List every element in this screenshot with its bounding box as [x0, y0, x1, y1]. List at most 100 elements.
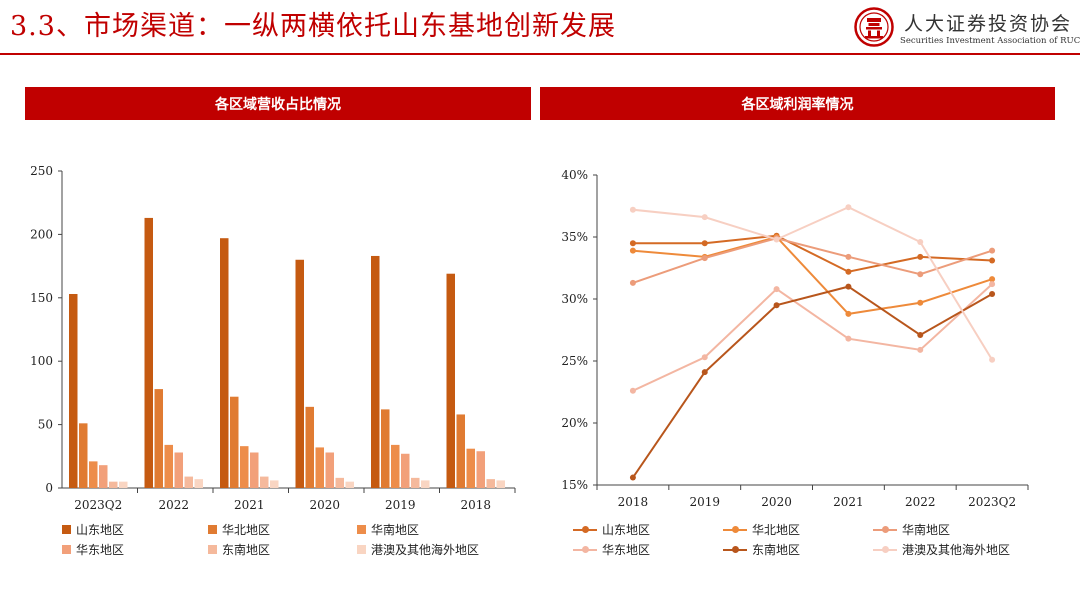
line-y-tick-label: 25%: [561, 354, 588, 368]
line-point-5-5: [989, 356, 996, 363]
legend-line-swatch: [573, 545, 597, 553]
legend-swatch: [357, 525, 366, 534]
bar-2021-2: [240, 446, 249, 488]
legend-line-swatch: [723, 525, 747, 533]
legend-label: 华东地区: [602, 543, 651, 557]
bar-2021-4: [260, 476, 269, 488]
bar-x-tick-label: 2023Q2: [74, 498, 122, 512]
line-series-4: [632, 285, 993, 479]
bar-y-tick-label: 200: [30, 227, 53, 241]
revenue-share-chart-title: 各区域营收占比情况: [25, 87, 531, 120]
bar-x-tick-label: 2022: [158, 498, 189, 512]
line-point-0-0: [629, 240, 636, 247]
association-logo-icon: [854, 7, 894, 47]
bar-legend-item: 山东地区: [62, 521, 124, 538]
bar-2019-5: [421, 480, 430, 488]
line-y-tick-label: 30%: [561, 292, 588, 306]
line-series-1: [632, 235, 993, 315]
line-point-0-1: [701, 240, 708, 247]
bar-legend-item: 东南地区: [208, 541, 270, 558]
line-x-tick-label: 2022: [905, 495, 936, 509]
line-point-1-5: [989, 276, 996, 283]
bar-2022-3: [174, 452, 183, 488]
bar-x-tick-label: 2021: [234, 498, 265, 512]
bar-legend-item: 华南地区: [357, 521, 419, 538]
bar-2019-1: [381, 409, 390, 488]
line-series-2: [632, 237, 993, 284]
bar-2018-1: [456, 414, 465, 488]
bar-2022-4: [184, 476, 193, 488]
legend-label: 华南地区: [902, 523, 951, 537]
line-point-0-4: [917, 253, 924, 260]
legend-swatch: [357, 545, 366, 554]
line-point-5-2: [773, 236, 780, 243]
bar-y-tick-label: 0: [45, 481, 53, 495]
line-series-0: [632, 234, 993, 273]
line-point-1-4: [917, 299, 924, 306]
line-point-3-2: [773, 286, 780, 293]
line-point-5-4: [917, 238, 924, 245]
line-point-3-3: [845, 335, 852, 342]
bar-2021-5: [270, 480, 279, 488]
legend-swatch: [208, 525, 217, 534]
bar-y-tick-label: 100: [30, 354, 53, 368]
legend-label: 东南地区: [752, 543, 801, 557]
bar-2022-0: [144, 217, 153, 488]
bar-2020-2: [315, 447, 324, 488]
bar-2020-4: [335, 477, 344, 488]
line-x-tick-label: 2018: [618, 495, 649, 509]
bar-2019-3: [401, 453, 410, 488]
legend-line-swatch: [573, 525, 597, 533]
line-point-3-5: [989, 281, 996, 288]
line-series-3: [632, 283, 993, 392]
line-point-4-2: [773, 302, 780, 309]
line-point-2-5: [989, 247, 996, 254]
line-point-3-1: [701, 354, 708, 361]
title-divider: [0, 53, 1080, 55]
line-point-2-3: [845, 253, 852, 260]
line-point-5-3: [845, 204, 852, 211]
bar-2018-0: [446, 273, 455, 488]
legend-label: 华南地区: [371, 523, 420, 537]
legend-label: 山东地区: [602, 523, 651, 537]
bar-x-tick-label: 2020: [309, 498, 340, 512]
line-y-tick-label: 40%: [561, 168, 588, 182]
line-point-4-0: [629, 474, 636, 481]
bar-2023Q2-1: [79, 423, 88, 488]
bar-2022-2: [164, 444, 173, 488]
legend-line-swatch: [873, 525, 897, 533]
line-point-1-3: [845, 310, 852, 317]
legend-label: 华东地区: [76, 543, 125, 557]
bar-2021-0: [220, 238, 229, 488]
line-point-2-4: [917, 271, 924, 278]
profit-margin-chart-title: 各区域利润率情况: [540, 87, 1055, 120]
bar-2021-3: [250, 452, 259, 488]
bar-2018-2: [466, 448, 475, 488]
line-point-3-0: [629, 387, 636, 394]
legend-swatch: [208, 545, 217, 554]
bar-2023Q2-5: [119, 481, 128, 488]
line-point-0-3: [845, 268, 852, 275]
line-x-tick-label: 2023Q2: [968, 495, 1016, 509]
line-legend-item: 山东地区: [573, 521, 650, 538]
line-point-5-1: [701, 214, 708, 221]
bar-x-tick-label: 2018: [460, 498, 491, 512]
bar-2020-0: [295, 259, 304, 488]
legend-line-swatch: [723, 545, 747, 553]
line-point-0-5: [989, 257, 996, 264]
line-y-tick-label: 15%: [561, 478, 588, 492]
bar-2023Q2-2: [89, 461, 98, 488]
line-legend-item: 华东地区: [573, 541, 650, 558]
bar-y-tick-label: 150: [30, 291, 53, 305]
legend-label: 山东地区: [76, 523, 125, 537]
legend-label: 东南地区: [222, 543, 271, 557]
line-series-5: [632, 206, 993, 361]
line-x-tick-label: 2020: [761, 495, 792, 509]
bar-2018-4: [486, 479, 495, 488]
bar-x-tick-label: 2019: [385, 498, 416, 512]
bar-2020-5: [345, 481, 354, 488]
legend-label: 港澳及其他海外地区: [371, 543, 480, 557]
legend-label: 华北地区: [222, 523, 271, 537]
bar-legend-item: 港澳及其他海外地区: [357, 541, 479, 558]
